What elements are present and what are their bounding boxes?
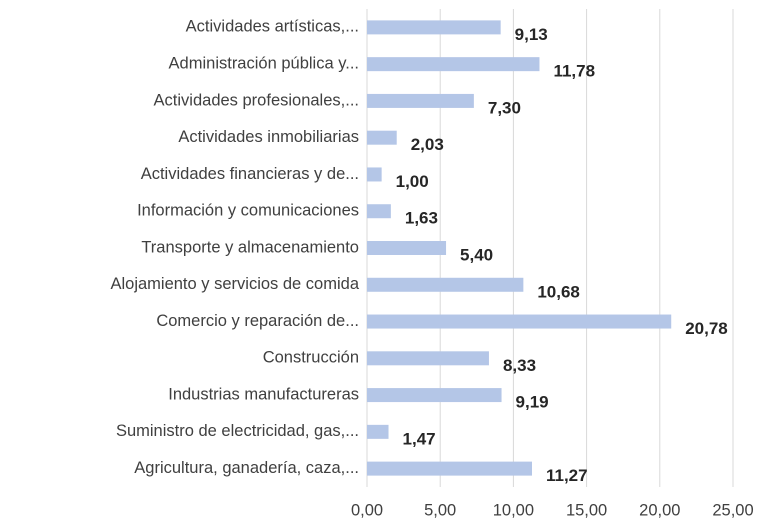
value-label: 8,33	[503, 356, 536, 375]
y-tick-label: Administración pública y...	[169, 55, 359, 73]
value-label: 1,00	[396, 172, 429, 191]
bar	[367, 57, 540, 72]
y-tick-label: Industrias manufactureras	[168, 385, 359, 403]
value-label: 11,78	[553, 62, 595, 81]
y-tick-label: Transporte y almacenamiento	[141, 238, 359, 256]
x-tick-label: 15,00	[566, 501, 607, 519]
x-tick-label: 20,00	[639, 501, 680, 519]
value-label: 9,19	[516, 393, 549, 412]
value-label: 11,27	[546, 466, 588, 485]
value-label: 9,13	[515, 25, 548, 44]
x-tick-label: 10,00	[493, 501, 534, 519]
bar	[367, 351, 489, 366]
bar	[367, 277, 524, 292]
y-tick-label: Información y comunicaciones	[137, 202, 359, 220]
value-label: 20,78	[685, 319, 728, 338]
bar	[367, 241, 447, 255]
y-tick-label: Agricultura, ganadería, caza,...	[134, 459, 359, 477]
y-tick-label: Suministro de electricidad, gas,...	[116, 422, 359, 440]
x-tick-label: 25,00	[712, 501, 753, 519]
bar	[367, 93, 474, 108]
value-label: 5,40	[460, 245, 493, 264]
bar	[367, 204, 391, 219]
bar	[367, 314, 672, 329]
y-tick-label: Comercio y reparación de...	[156, 312, 359, 330]
value-label: 10,68	[537, 282, 580, 301]
value-label: 2,03	[411, 135, 444, 154]
x-tick-label: 5,00	[424, 501, 456, 519]
bar	[367, 388, 502, 403]
bar	[367, 461, 532, 476]
y-tick-label: Alojamiento y servicios de comida	[110, 275, 359, 293]
bar	[367, 20, 501, 35]
value-label: 1,63	[405, 209, 438, 228]
bar	[367, 167, 382, 182]
y-tick-label: Construcción	[263, 349, 359, 367]
x-tick-label: 0,00	[351, 501, 383, 519]
value-label: 1,47	[403, 429, 436, 448]
bar	[367, 424, 389, 439]
y-tick-label: Actividades profesionales,...	[154, 91, 359, 109]
y-tick-label: Actividades inmobiliarias	[178, 128, 359, 146]
y-tick-label: Actividades artísticas,...	[186, 18, 359, 36]
bar	[367, 130, 397, 145]
y-tick-label: Actividades financieras y de...	[141, 165, 359, 183]
value-label: 7,30	[488, 98, 521, 117]
